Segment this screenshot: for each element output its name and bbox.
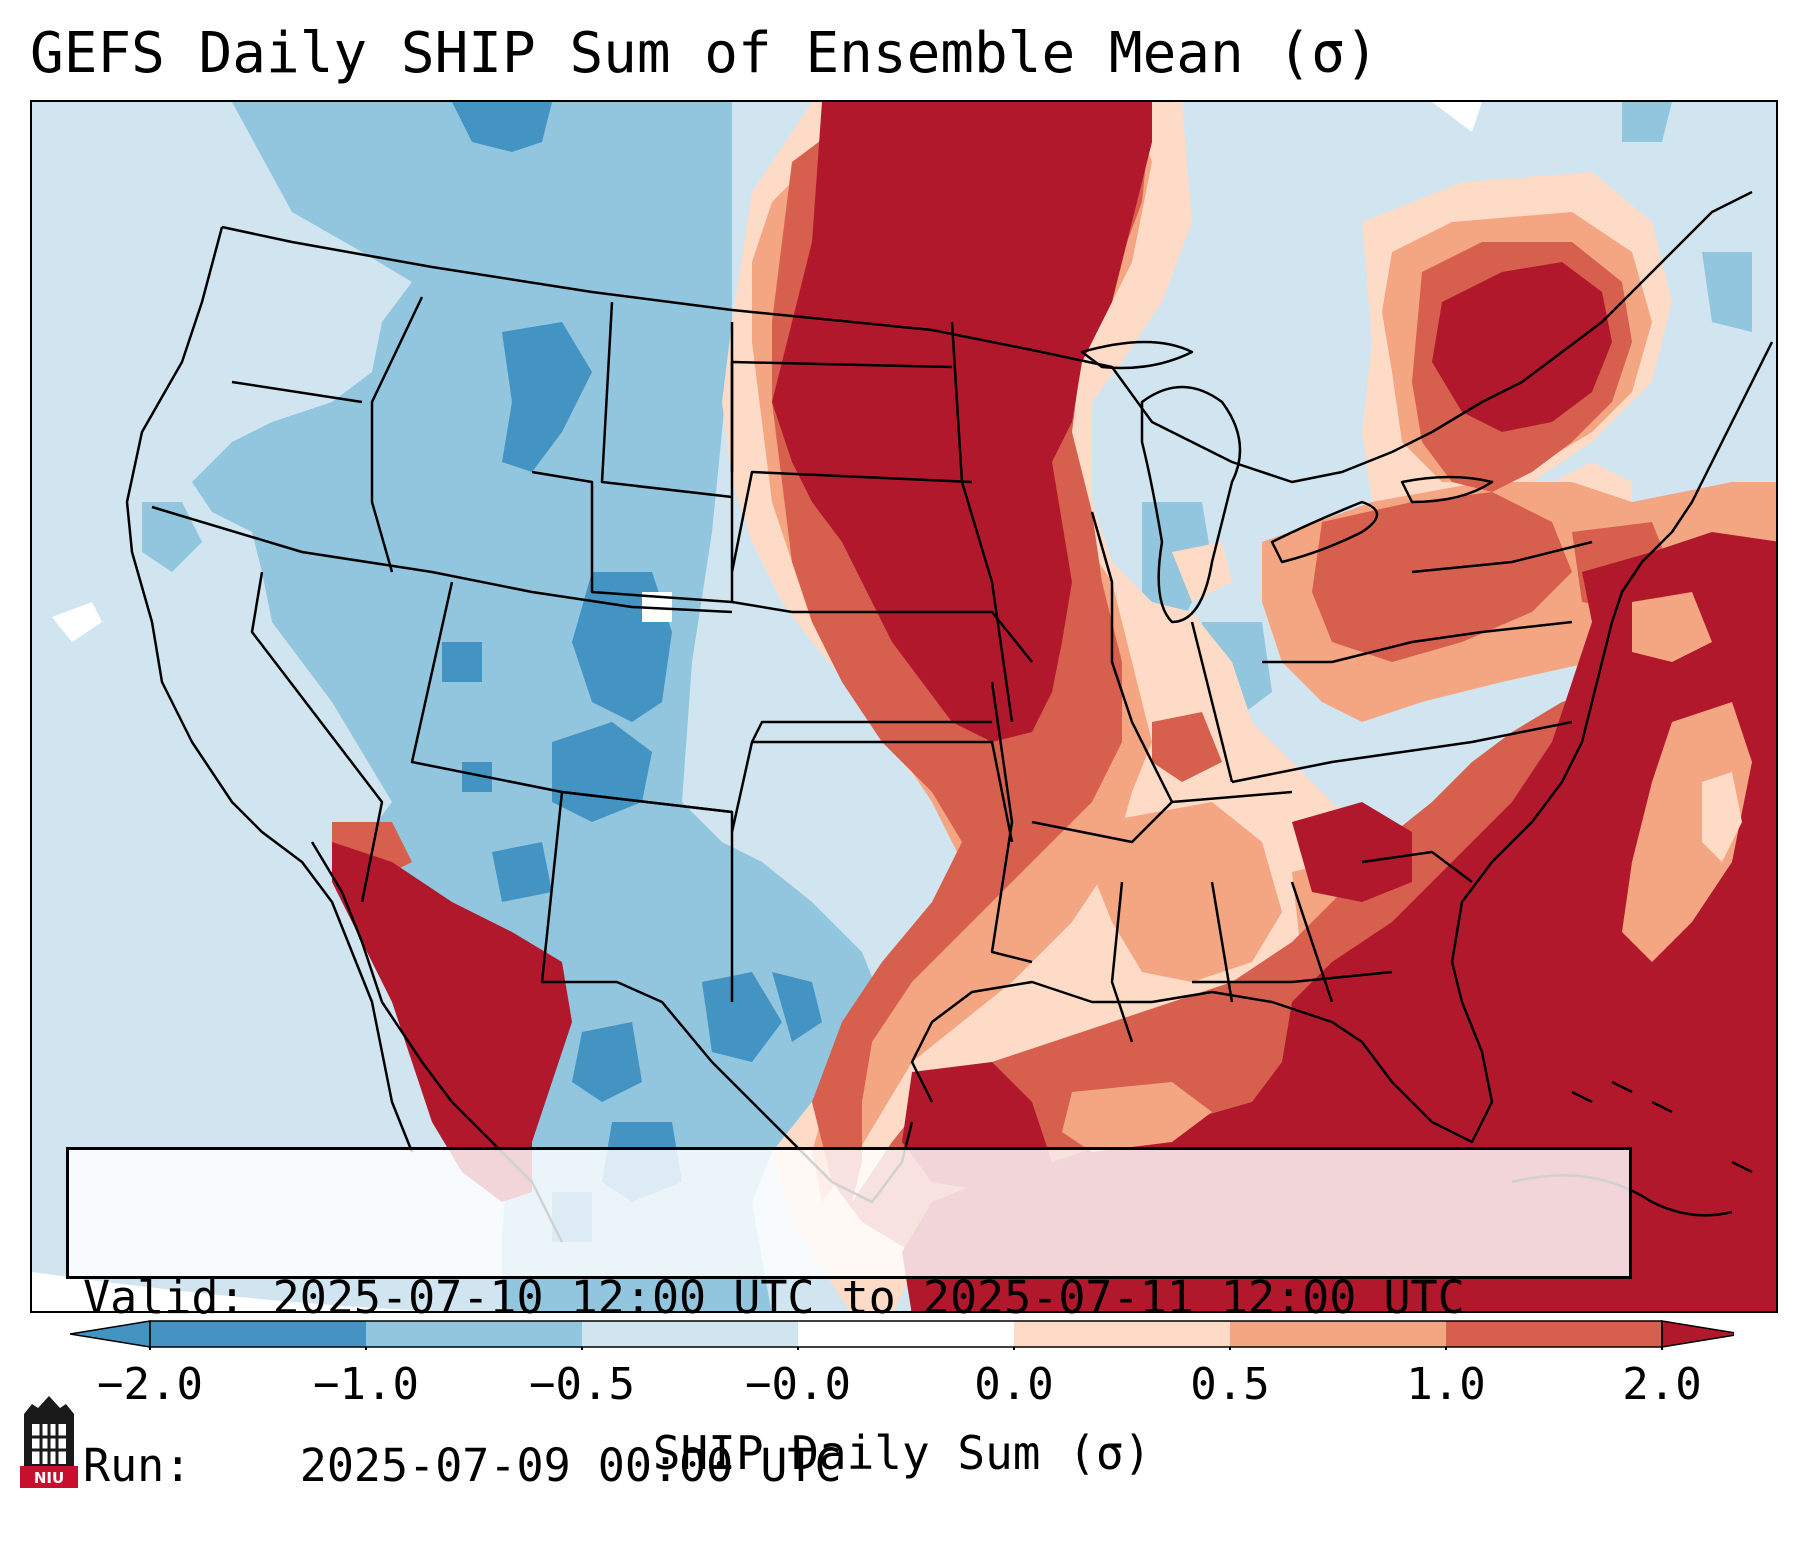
colorbar-tick-label: −0.5 <box>529 1359 635 1410</box>
salmon-highlights <box>1062 592 1752 1152</box>
dark-red-field <box>332 102 1776 1311</box>
colorbar-tick-label: −0.0 <box>745 1359 851 1410</box>
colorbar-tick-label: 2.0 <box>1622 1359 1702 1410</box>
colorbar-tick-label: 1.0 <box>1406 1359 1486 1410</box>
niu-logo: NIU <box>20 1396 78 1488</box>
state-line <box>531 470 733 604</box>
state-line <box>730 360 953 472</box>
state-line <box>370 296 424 573</box>
state-line <box>730 740 1014 843</box>
colorbar-tick-label: 0.0 <box>974 1359 1054 1410</box>
run-value: 2025-07-09 00:00 UTC <box>299 1439 842 1492</box>
state-line <box>730 470 973 573</box>
state-line <box>1192 970 1393 984</box>
near-zero-field <box>52 102 1482 642</box>
lake-superior <box>1080 340 1194 370</box>
state-line <box>950 321 1014 723</box>
colorbar-segment <box>798 1321 1014 1347</box>
colorbar-segments <box>70 1320 1734 1348</box>
colorbar-segment <box>1446 1321 1662 1347</box>
map-panel <box>30 100 1778 1313</box>
peach-highlights <box>1702 772 1742 862</box>
deep-blue-field <box>442 102 822 1242</box>
valid-label: Valid: <box>83 1271 246 1324</box>
validity-info-box: Valid: 2025-07-10 12:00 UTC to 2025-07-1… <box>66 1147 1632 1492</box>
off-domain-corner <box>32 1272 430 1311</box>
lake-michigan <box>1140 385 1242 624</box>
east-coastline <box>1450 341 1774 963</box>
state-line <box>1411 540 1593 574</box>
colorbar-segment <box>366 1321 582 1347</box>
state-line <box>990 681 1033 964</box>
valid-row: Valid: 2025-07-10 12:00 UTC to 2025-07-1… <box>83 1270 1615 1326</box>
state-line <box>1110 881 1134 1043</box>
state-line <box>1090 511 1174 803</box>
state-line <box>540 791 617 984</box>
colorbar-segment <box>1014 1321 1230 1347</box>
svg-text:NIU: NIU <box>34 1469 64 1487</box>
state-line <box>1290 881 1334 1003</box>
state-line <box>561 790 734 1002</box>
lake-erie <box>1270 500 1379 564</box>
gulf-coastline <box>910 961 1494 1144</box>
state-line <box>600 301 733 499</box>
ship-field-map <box>32 102 1776 1311</box>
colorbar-label: SHIP Daily Sum (σ) <box>652 1426 1152 1480</box>
colorbar-extend-low <box>70 1320 151 1348</box>
colorbar-segment <box>150 1321 366 1347</box>
colorbar <box>70 1320 1734 1350</box>
bahamas <box>1571 1080 1753 1174</box>
state-line <box>231 380 363 404</box>
colorbar-ticks <box>149 1347 1663 1350</box>
state-line <box>1190 621 1234 783</box>
colorbar-extend-high <box>1661 1320 1734 1348</box>
canada-border <box>221 190 1753 484</box>
state-line <box>151 505 733 614</box>
state-line <box>250 571 384 903</box>
colorbar-tick-label: 0.5 <box>1190 1359 1270 1410</box>
colorbar-tick-label: −1.0 <box>313 1359 419 1410</box>
colorbar-outline <box>149 1320 1663 1348</box>
state-line <box>1231 720 1573 784</box>
valid-value: 2025-07-10 12:00 UTC to 2025-07-11 12:00… <box>272 1271 1465 1324</box>
colorbar-tick-label: −2.0 <box>97 1359 203 1410</box>
boundaries <box>125 190 1774 1243</box>
state-line <box>1361 850 1473 883</box>
run-label: Run: <box>83 1439 192 1492</box>
state-line <box>1031 790 1293 844</box>
colorbar-segment <box>1230 1321 1446 1347</box>
state-line <box>792 610 1033 663</box>
map-title: GEFS Daily SHIP Sum of Ensemble Mean (σ) <box>30 21 1379 86</box>
lake-ontario <box>1400 475 1494 504</box>
run-row: Run: 2025-07-09 00:00 UTC <box>83 1438 1615 1494</box>
state-line <box>750 720 992 743</box>
west-coastline <box>125 226 414 1153</box>
colorbar-segment <box>582 1321 798 1347</box>
state-line <box>1262 620 1573 664</box>
